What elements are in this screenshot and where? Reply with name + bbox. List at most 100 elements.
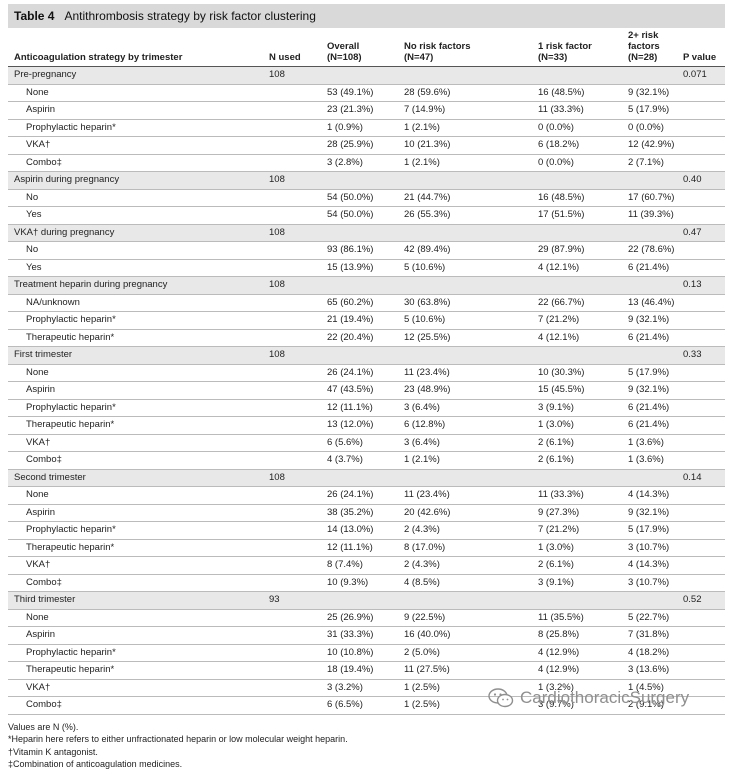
table-cell: 9 (32.1%) [628,86,670,98]
table-cell: 11 (23.4%) [404,366,450,378]
table-cell: 2 (6.1%) [538,436,574,448]
table-cell: 8 (25.8%) [538,629,580,640]
table-cell: 42 (89.4%) [404,244,451,255]
table-cell [398,276,532,294]
table-cell [532,224,622,242]
table-cell [532,276,622,294]
table-cell [677,119,725,137]
table-cell: 2 (9.1%) [628,699,664,710]
table-cell [677,312,725,330]
section-label: First trimester [8,346,263,364]
table-row: Prophylactic heparin* 12 (11.1%) 3 (6.4%) 3… [8,399,725,417]
table-cell [398,346,532,364]
table-cell: 6 (21.4%) [628,401,670,413]
table-cell: 2 (4.3%) [404,524,440,535]
table-cell: 53 (49.1%) [327,86,374,98]
row-label: Combo‡ [26,156,62,168]
table-cell: 0.52 [677,591,725,609]
table-row: Combo‡ 6 (6.5%) 1 (2.5%) 3 (9.7%) 2 (9.1%) [8,697,725,715]
table-cell [677,557,725,575]
table-cell [677,644,725,662]
table-body: Pre-pregnancy 108 0.071 None 53 (49.1%) 28 (5… [8,66,725,715]
table-cell [263,679,321,697]
table-cell: 54 (50.0%) [327,191,374,203]
row-label: None [26,86,49,98]
table-row: None 53 (49.1%) 28 (59.6%) 16 (48.5%) 9 (32.… [8,84,725,102]
table-cell [263,539,321,557]
table-cell: 4 (12.9%) [538,646,580,658]
footnote: Values are N (%). [8,721,79,732]
table-cell: 10 (10.8%) [327,646,374,658]
table-cell: 22 (78.6%) [628,244,675,255]
table-row: Combo‡ 4 (3.7%) 1 (2.1%) 2 (6.1%) 1 (3.6%) [8,452,725,469]
table-cell [263,522,321,540]
section-row: VKA† during pregnancy 108 0.47 [8,224,725,242]
row-label: NA/unknown [26,296,80,308]
table-cell [263,697,321,715]
table-cell: 15 (13.9%) [327,261,374,273]
table-cell: 2 (5.0%) [404,646,440,658]
table-cell: 4 (8.5%) [404,576,440,588]
table-cell [677,329,725,347]
row-label: None [26,366,49,378]
table-row: Prophylactic heparin* 21 (19.4%) 5 (10.6%)… [8,312,725,330]
table-cell: 2 (6.1%) [538,559,574,570]
row-label: Yes [26,209,42,220]
table-cell: 13 (46.4%) [628,296,675,308]
wechat-icon [488,688,514,708]
table-cell: 108 [263,66,321,84]
table-title: Antithrombosis strategy by risk factor c… [64,9,316,23]
row-label: Yes [26,261,42,273]
table-row: VKA† 3 (3.2%) 1 (2.5%) 1 (3.2%) 1 (4.5%) [8,679,725,697]
table-cell: 0.071 [677,66,725,84]
table-cell: 0 (0.0%) [538,121,574,133]
table-row: None 25 (26.9%) 9 (22.5%) 11 (35.5%) 5 (22.7… [8,609,725,627]
footnote: *Heparin here refers to either unfractio… [8,734,348,744]
row-label: VKA† [26,559,51,570]
table-cell: 26 (24.1%) [327,489,374,500]
table-cell: 47 (43.5%) [327,384,374,395]
data-table: Anticoagulation strategy by trimester N … [8,28,725,715]
table-cell: 0.40 [677,171,725,189]
table-cell [677,609,725,627]
table-cell [321,171,398,189]
section-label: Aspirin during pregnancy [8,171,263,189]
table-cell [677,102,725,120]
table-cell: 3 (10.7%) [628,576,670,588]
table-cell: 5 (17.9%) [628,104,670,115]
table-cell: 0.14 [677,469,725,487]
table-cell: 1 (2.1%) [404,454,440,465]
row-label: Aspirin [26,104,56,115]
table-cell [398,469,532,487]
table-cell [321,346,398,364]
table-cell [263,102,321,120]
table-cell: 30 (63.8%) [404,296,451,308]
table-cell [398,171,532,189]
table-cell: 6 (12.8%) [404,419,446,430]
table-row: Aspirin 23 (21.3%) 7 (14.9%) 11 (33.3%) 5 (1… [8,102,725,120]
table-cell: 108 [263,469,321,487]
table-cell [677,189,725,207]
table-cell: 6 (21.4%) [628,419,670,430]
table-cell: 38 (35.2%) [327,506,374,518]
table-cell [622,66,677,84]
table-row: None 26 (24.1%) 11 (23.4%) 10 (30.3%) 5 (17.… [8,364,725,382]
table-cell [263,487,321,505]
row-label: Therapeutic heparin* [26,664,115,675]
table-cell: 3 (6.4%) [404,401,440,413]
table-row: Aspirin 38 (35.2%) 20 (42.6%) 9 (27.3%) 9 (3… [8,504,725,522]
table-cell [677,504,725,522]
row-label: No [26,244,39,255]
table-cell [321,224,398,242]
table-cell [263,84,321,102]
row-label: VKA† [26,681,51,693]
table-cell: 11 (27.5%) [404,664,450,675]
table-cell [263,557,321,575]
table-cell: 54 (50.0%) [327,209,374,220]
table-cell: 3 (10.7%) [628,541,670,553]
table-cell [677,207,725,225]
table-cell: 6 (21.4%) [628,331,670,343]
table-cell: 9 (32.1%) [628,506,670,518]
table-cell [321,66,398,84]
table-row: VKA† 6 (5.6%) 3 (6.4%) 2 (6.1%) 1 (3.6%) [8,434,725,452]
